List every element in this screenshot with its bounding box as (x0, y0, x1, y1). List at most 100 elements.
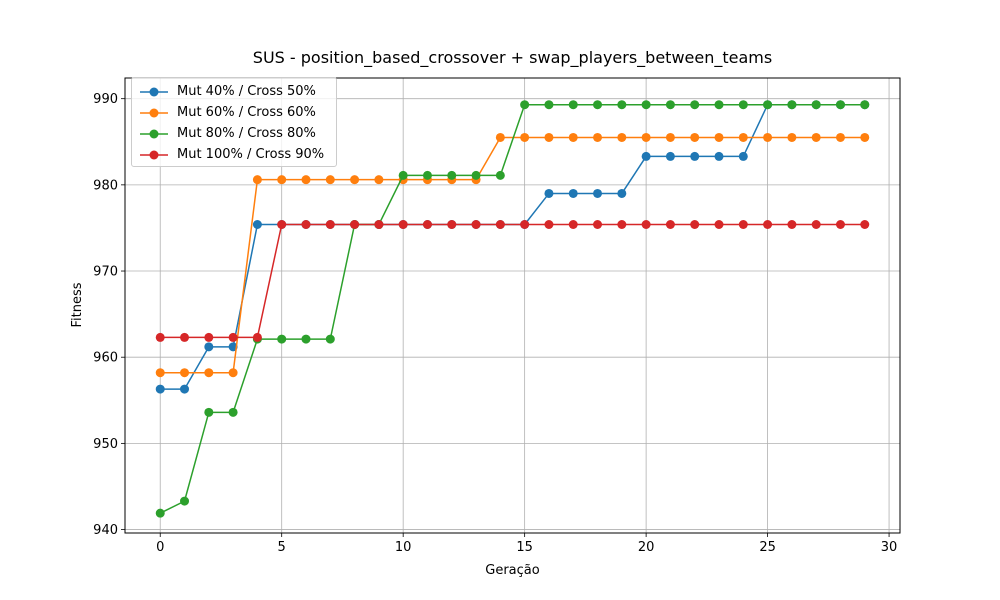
data-point (714, 151, 724, 161)
data-point (520, 100, 530, 110)
data-point (204, 332, 214, 342)
data-point (204, 342, 214, 352)
data-point (617, 100, 627, 110)
data-point (301, 334, 311, 344)
data-point (617, 219, 627, 229)
data-point (374, 175, 384, 185)
data-point (665, 151, 675, 161)
data-point (325, 175, 335, 185)
y-axis-label: Fitness (70, 282, 85, 327)
data-point (228, 407, 238, 417)
data-point (447, 219, 457, 229)
data-point (690, 219, 700, 229)
data-point (471, 219, 481, 229)
data-point (787, 219, 797, 229)
data-point (204, 368, 214, 378)
data-point (641, 151, 651, 161)
data-point (617, 132, 627, 142)
data-point (665, 132, 675, 142)
data-point (544, 132, 554, 142)
data-point (350, 175, 360, 185)
data-point (641, 219, 651, 229)
data-point (252, 219, 262, 229)
legend-swatch-marker (149, 108, 159, 118)
data-point (495, 132, 505, 142)
data-point (811, 100, 821, 110)
data-point (811, 219, 821, 229)
chart-legend: Mut 40% / Cross 50% Mut 60% / Cross 60% Mu… (131, 77, 337, 167)
data-point (690, 151, 700, 161)
data-point (665, 219, 675, 229)
plot-area-frame (124, 77, 901, 534)
data-point (617, 188, 627, 198)
data-point (544, 219, 554, 229)
data-point (204, 407, 214, 417)
data-point (544, 100, 554, 110)
data-point (860, 100, 870, 110)
data-point (690, 132, 700, 142)
data-point (301, 175, 311, 185)
data-point (277, 175, 287, 185)
data-point (252, 332, 262, 342)
data-point (568, 219, 578, 229)
data-point (495, 170, 505, 180)
x-tick-label: 20 (638, 540, 655, 555)
legend-swatch (140, 108, 168, 118)
data-point (374, 219, 384, 229)
x-tick-label: 5 (278, 540, 286, 555)
data-point (325, 334, 335, 344)
data-point (835, 219, 845, 229)
data-point (690, 100, 700, 110)
x-tick-label: 10 (395, 540, 412, 555)
legend-swatch-marker (149, 87, 159, 97)
data-point (398, 170, 408, 180)
legend-item: Mut 80% / Cross 80% (132, 124, 338, 144)
data-point (568, 100, 578, 110)
data-point (520, 219, 530, 229)
x-axis-label: Geração (485, 563, 539, 578)
y-tick-label: 980 (93, 178, 118, 193)
data-point (277, 334, 287, 344)
data-point (860, 132, 870, 142)
data-point (471, 170, 481, 180)
data-point (350, 219, 360, 229)
data-point (738, 219, 748, 229)
data-point (301, 219, 311, 229)
data-point (593, 132, 603, 142)
legend-swatch (140, 150, 168, 160)
axes: 0 5 10 15 20 25 30 940 950 960 970 980 990 (93, 92, 897, 555)
data-point (714, 219, 724, 229)
data-point (593, 100, 603, 110)
x-tick-label: 0 (156, 540, 164, 555)
data-point (714, 132, 724, 142)
legend-label: Mut 80% / Cross 80% (177, 126, 316, 141)
data-point (641, 132, 651, 142)
data-point (763, 219, 773, 229)
series-group (155, 132, 870, 378)
data-point (593, 188, 603, 198)
data-point (277, 219, 287, 229)
data-point (763, 100, 773, 110)
data-point (763, 132, 773, 142)
y-tick-label: 940 (93, 523, 118, 538)
data-point (714, 100, 724, 110)
data-point (568, 132, 578, 142)
data-point (593, 219, 603, 229)
x-tick-label: 15 (516, 540, 533, 555)
data-point (447, 170, 457, 180)
y-tick-label: 950 (93, 437, 118, 452)
x-tick-label: 25 (759, 540, 776, 555)
legend-swatch (140, 129, 168, 139)
data-point (544, 188, 554, 198)
data-point (811, 132, 821, 142)
legend-swatch (140, 87, 168, 97)
legend-item: Mut 60% / Cross 60% (132, 103, 338, 123)
legend-item: Mut 40% / Cross 50% (132, 82, 338, 102)
y-tick-label: 970 (93, 265, 118, 280)
data-point (180, 496, 190, 506)
data-point (787, 100, 797, 110)
data-point (787, 132, 797, 142)
chart-title: SUS - position_based_crossover + swap_pl… (253, 48, 772, 68)
legend-label: Mut 60% / Cross 60% (177, 105, 316, 120)
data-point (155, 384, 165, 394)
